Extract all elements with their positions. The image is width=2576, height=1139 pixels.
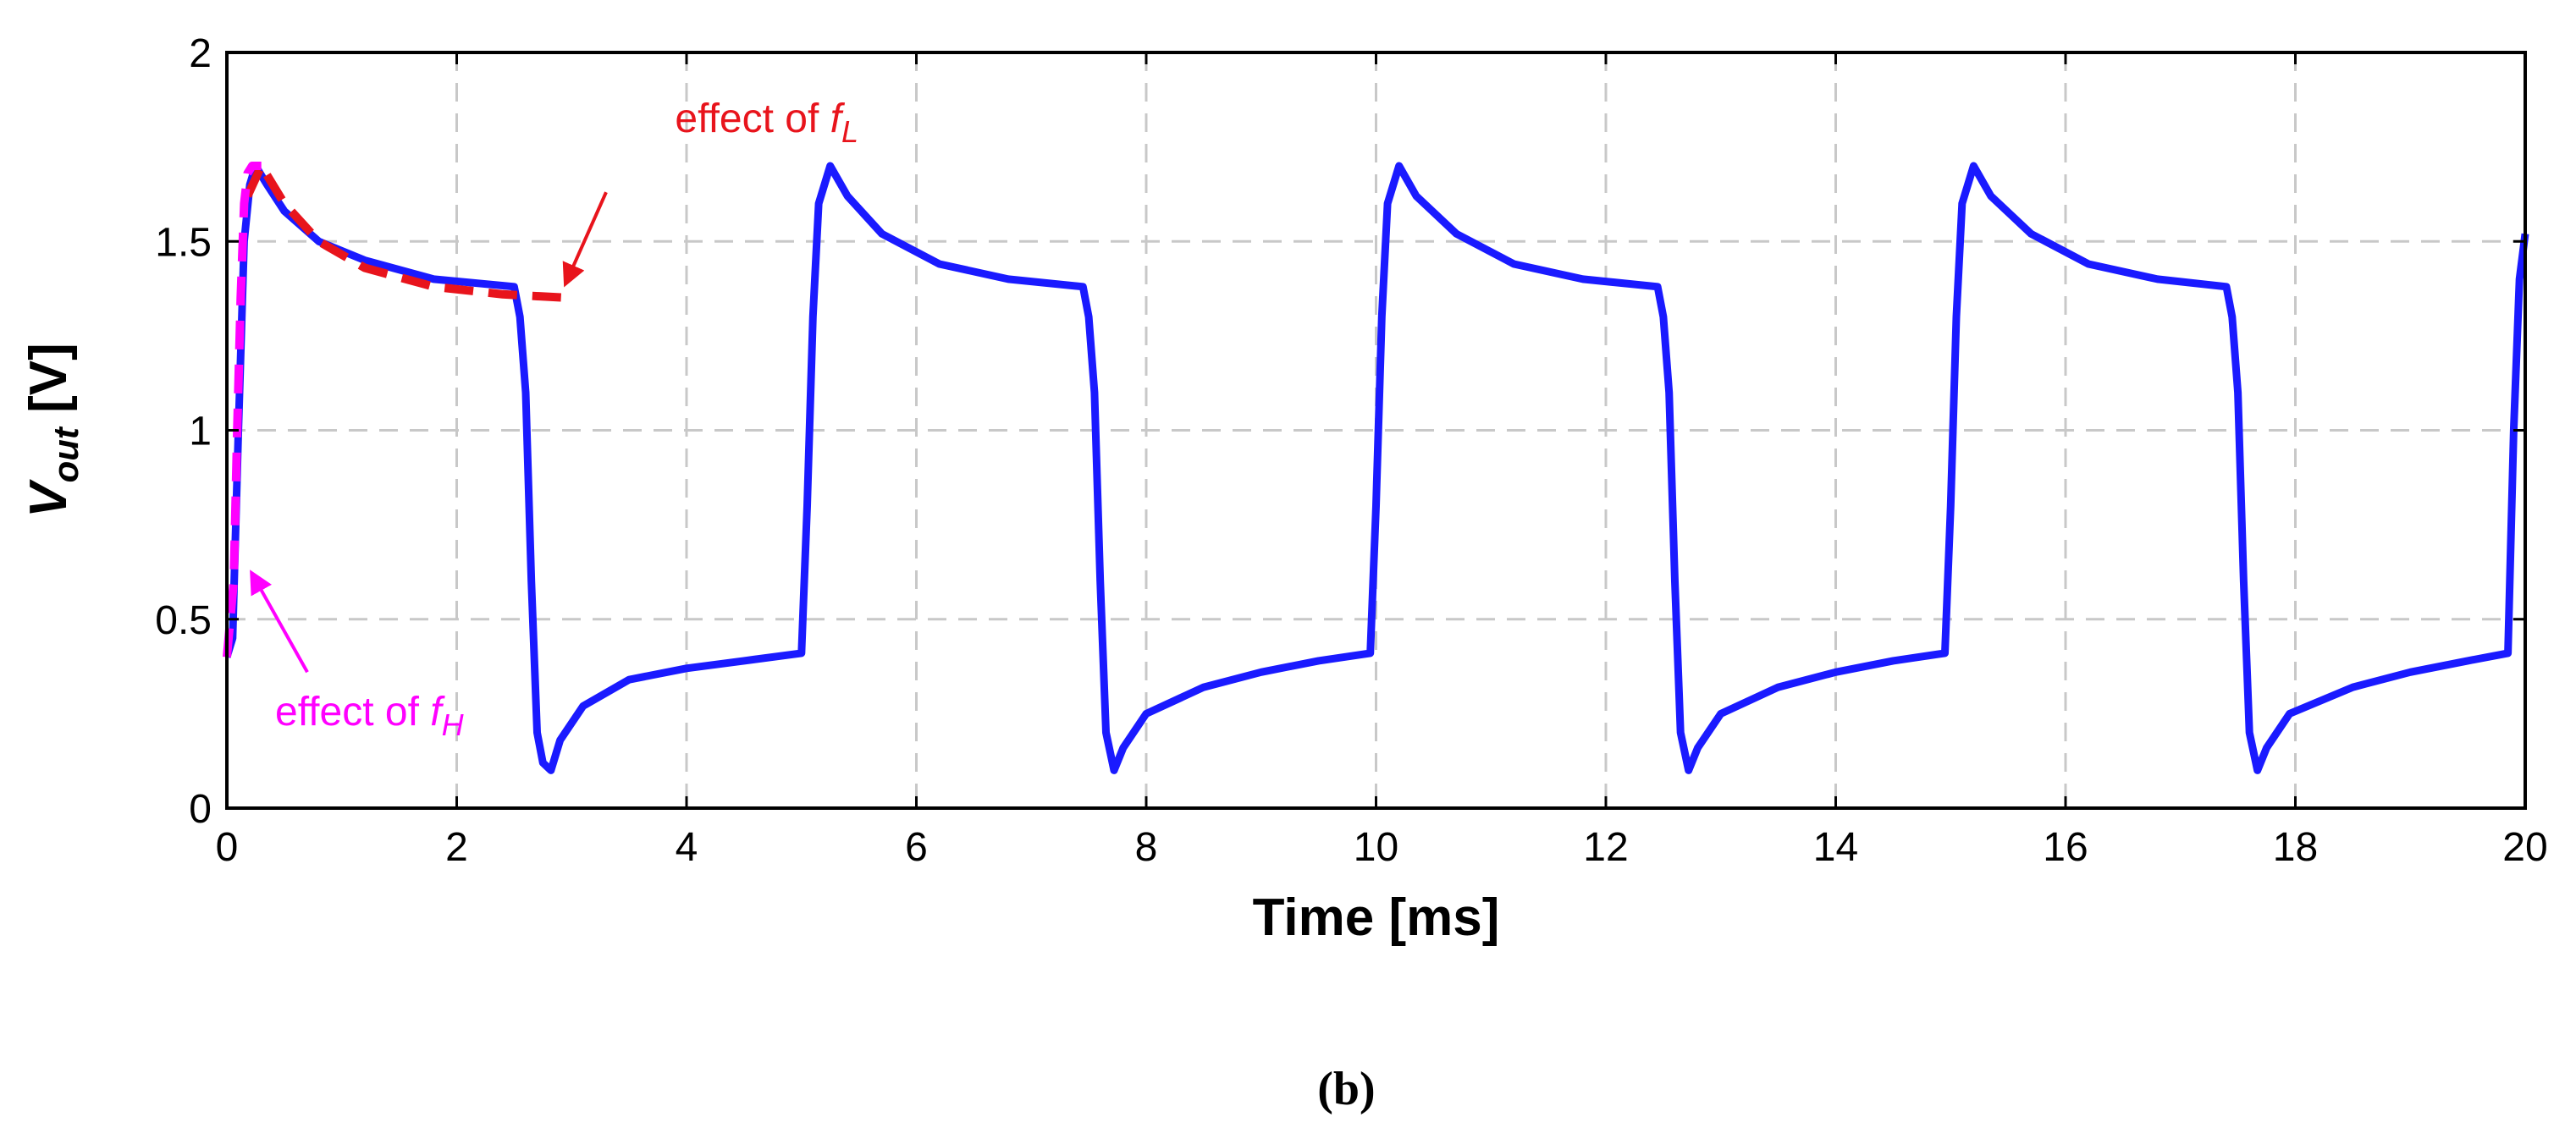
y-axis-label-sub: out (46, 426, 85, 482)
y-tick-label: 1.5 (155, 220, 212, 265)
x-tick-label: 10 (1354, 825, 1398, 870)
x-tick-label: 0 (216, 825, 239, 870)
annotation-fH: effect of fH (275, 690, 465, 742)
y-tick-label: 1 (189, 410, 212, 454)
x-tick-label: 20 (2502, 825, 2547, 870)
y-tick-label: 0.5 (155, 598, 212, 643)
x-tick-label: 18 (2273, 825, 2318, 870)
y-axis-label-unit: [V] (19, 343, 78, 427)
series-layer (223, 162, 2529, 774)
figure-caption: (b) (1317, 1063, 1375, 1115)
x-tick-label: 6 (905, 825, 928, 870)
y-tick-label: 0 (189, 787, 212, 832)
annotations: effect of fL effect of fH (250, 96, 858, 742)
annotation-fL: effect of fL (675, 96, 858, 149)
annotation-arrow-fL (562, 191, 608, 288)
x-tick-label: 14 (1813, 825, 1858, 870)
series-line-fL (243, 162, 572, 303)
x-tick-label: 12 (1583, 825, 1628, 870)
x-axis-label: Time [ms] (1253, 889, 1500, 947)
y-axis-label-main: V (19, 479, 78, 518)
annotation-arrow-fH (250, 570, 309, 674)
y-axis-label: Vout [V] (19, 343, 85, 518)
axis-ticks: 0 2 4 6 8 10 12 14 16 18 20 0 0.5 1 1.5 2 (155, 31, 2547, 870)
x-tick-label: 16 (2043, 825, 2088, 870)
series-line-main (223, 162, 2529, 774)
x-tick-label: 8 (1135, 825, 1158, 870)
series-line-fH (223, 162, 262, 658)
x-tick-label: 4 (676, 825, 698, 870)
x-tick-label: 2 (445, 825, 468, 870)
y-tick-label: 2 (189, 31, 212, 76)
